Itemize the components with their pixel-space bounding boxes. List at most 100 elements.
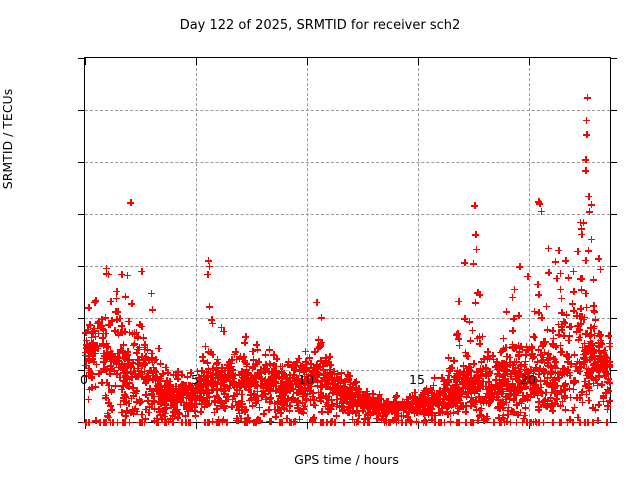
data-point: [337, 387, 345, 395]
x-tick: [195, 422, 197, 429]
data-point: [499, 400, 507, 408]
data-point: [108, 351, 116, 359]
data-point: [352, 378, 360, 386]
data-point: [518, 418, 526, 426]
data-point: [121, 372, 129, 380]
data-point: [388, 401, 396, 409]
data-point: [339, 399, 347, 407]
data-point: [287, 384, 295, 392]
data-point: [182, 405, 190, 413]
data-point: [229, 377, 237, 385]
data-point: [384, 398, 392, 406]
data-point: [578, 230, 586, 238]
data-point: [504, 377, 512, 385]
data-point: [214, 358, 222, 366]
data-point: [191, 396, 199, 404]
data-point: [388, 408, 396, 416]
data-point: [176, 390, 184, 398]
data-point: [121, 327, 129, 335]
data-point: [351, 383, 359, 391]
data-point: [474, 379, 482, 387]
data-point: [548, 400, 556, 408]
data-point: [334, 382, 342, 390]
data-point: [428, 389, 436, 397]
data-point: [467, 418, 475, 426]
data-point: [240, 380, 248, 388]
data-point: [382, 401, 390, 409]
data-point: [244, 414, 252, 422]
data-point: [500, 418, 508, 426]
data-point: [142, 405, 150, 413]
data-point: [407, 405, 415, 413]
data-point: [597, 352, 605, 360]
data-point: [537, 387, 545, 395]
data-point: [252, 399, 260, 407]
data-point: [578, 387, 586, 395]
data-point: [178, 389, 186, 397]
data-point: [503, 410, 511, 418]
data-point: [240, 418, 248, 426]
data-point: [355, 392, 363, 400]
data-point: [509, 344, 517, 352]
data-point: [151, 385, 159, 393]
data-point: [548, 418, 556, 426]
data-point: [119, 353, 127, 361]
data-point: [468, 326, 476, 334]
data-point: [556, 285, 564, 293]
data-point: [281, 388, 289, 396]
data-point: [476, 371, 484, 379]
data-point: [252, 396, 260, 404]
data-point: [552, 389, 560, 397]
data-point: [560, 365, 568, 373]
data-point: [299, 405, 307, 412]
data-point: [373, 409, 381, 417]
data-point: [488, 390, 496, 398]
data-point: [289, 393, 297, 401]
data-point: [569, 385, 577, 393]
data-point: [533, 358, 541, 365]
data-point: [487, 380, 495, 388]
data-point: [147, 355, 155, 363]
data-point: [284, 379, 292, 387]
data-point: [86, 321, 94, 329]
data-point: [567, 322, 575, 330]
data-point: [549, 334, 557, 342]
data-point: [556, 388, 564, 396]
data-point: [544, 269, 552, 277]
data-point: [544, 353, 552, 361]
data-point: [595, 255, 603, 263]
data-point: [444, 354, 452, 362]
data-point: [578, 275, 586, 283]
data-point: [549, 340, 557, 348]
data-point: [172, 371, 180, 379]
data-point: [587, 343, 595, 351]
data-point: [584, 247, 592, 255]
data-point: [521, 357, 529, 365]
data-point: [319, 374, 327, 382]
data-point: [602, 356, 610, 364]
data-point: [183, 386, 191, 394]
data-point: [203, 401, 211, 409]
data-point: [335, 403, 343, 411]
data-point: [449, 388, 457, 396]
data-point: [218, 402, 226, 410]
data-point: [478, 395, 486, 403]
data-point: [445, 400, 453, 408]
data-point: [241, 380, 249, 388]
data-point: [84, 346, 92, 354]
data-point: [392, 414, 400, 422]
data-point: [176, 391, 184, 399]
data-point: [208, 417, 216, 425]
data-point: [566, 360, 574, 368]
data-point: [314, 344, 322, 352]
data-point: [452, 387, 460, 395]
data-point: [252, 378, 260, 386]
data-point: [235, 409, 243, 417]
data-point: [597, 338, 605, 346]
y-tick: [78, 318, 85, 319]
data-point: [421, 417, 429, 425]
data-point: [88, 355, 96, 363]
data-point: [239, 353, 247, 361]
data-point: [424, 407, 432, 415]
data-point: [540, 401, 548, 409]
